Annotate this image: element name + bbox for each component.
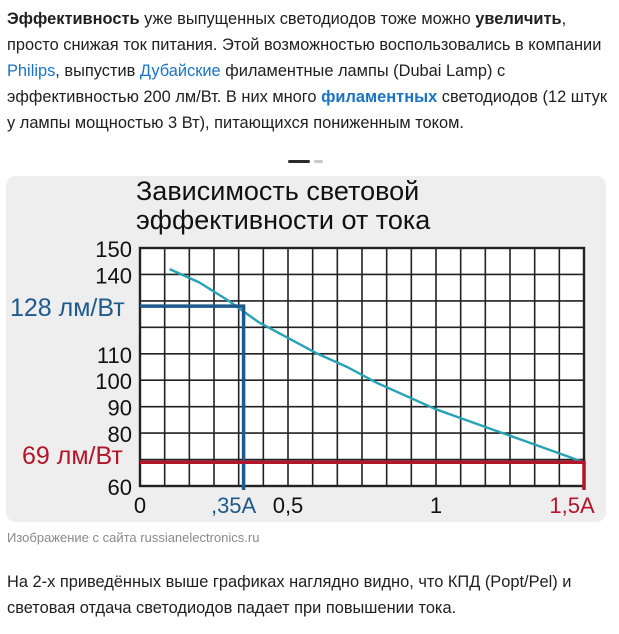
efficiency-curve bbox=[169, 268, 585, 464]
intro-text-3: , выпустив bbox=[55, 62, 140, 80]
annotation-label-128: 128 лм/Вт bbox=[10, 294, 125, 322]
chart-figure: Зависимость световой эффективности от то… bbox=[6, 176, 606, 522]
y-tick-label: 90 bbox=[108, 396, 132, 421]
plot-frame bbox=[138, 246, 586, 488]
intro-bold-increase: увеличить bbox=[475, 10, 562, 28]
intro-text-2: , просто снижая ток питания. Этой возмож… bbox=[7, 10, 602, 54]
annotation-x-label-15: 1,5A bbox=[549, 493, 595, 518]
y-tick-label: 150 bbox=[95, 237, 132, 262]
intro-text-4: филаментные лампы (Dubai Lamp) с эффекти… bbox=[7, 62, 506, 106]
y-tick-label: 80 bbox=[108, 422, 132, 447]
annotation-label-69: 69 лм/Вт bbox=[22, 442, 123, 470]
x-tick-label: 0,5 bbox=[273, 493, 304, 518]
intro-paragraph: Эффективность уже выпущенных светодиодов… bbox=[7, 6, 613, 136]
outro-paragraph: На 2-х приведённых выше графиках наглядн… bbox=[7, 573, 572, 617]
dubai-lamp-link[interactable]: Дубайские bbox=[139, 62, 221, 80]
intro-text-5: светодиодов (12 штук у лампы мощностью 3… bbox=[7, 88, 608, 132]
carousel-dot-active[interactable] bbox=[288, 160, 310, 163]
x-tick-label: 0 bbox=[134, 493, 146, 518]
image-caption: Изображение с сайта russianelectronics.r… bbox=[7, 530, 260, 545]
filament-led-link[interactable]: филаментных bbox=[321, 88, 438, 106]
philips-link[interactable]: Philips bbox=[7, 62, 56, 80]
carousel-dot[interactable] bbox=[314, 160, 323, 163]
y-tick-label: 140 bbox=[95, 263, 132, 288]
y-tick-label: 60 bbox=[108, 475, 132, 500]
y-tick-label: 110 bbox=[97, 343, 132, 368]
x-tick-label: 1 bbox=[430, 493, 442, 518]
annotation-x-label-035: ,35A bbox=[211, 493, 257, 518]
marker-line-128 bbox=[140, 304, 246, 490]
marker-line-69 bbox=[140, 460, 586, 490]
efficiency-chart: Зависимость световой эффективности от то… bbox=[10, 176, 595, 518]
chart-title-line-1: Зависимость световой bbox=[136, 176, 419, 206]
chart-title-line-2: эффективности от тока bbox=[136, 205, 431, 235]
y-tick-label: 100 bbox=[95, 369, 132, 394]
intro-text-1: уже выпущенных светодиодов тоже можно bbox=[139, 10, 476, 28]
intro-bold-efficiency: Эффективность bbox=[7, 10, 140, 28]
